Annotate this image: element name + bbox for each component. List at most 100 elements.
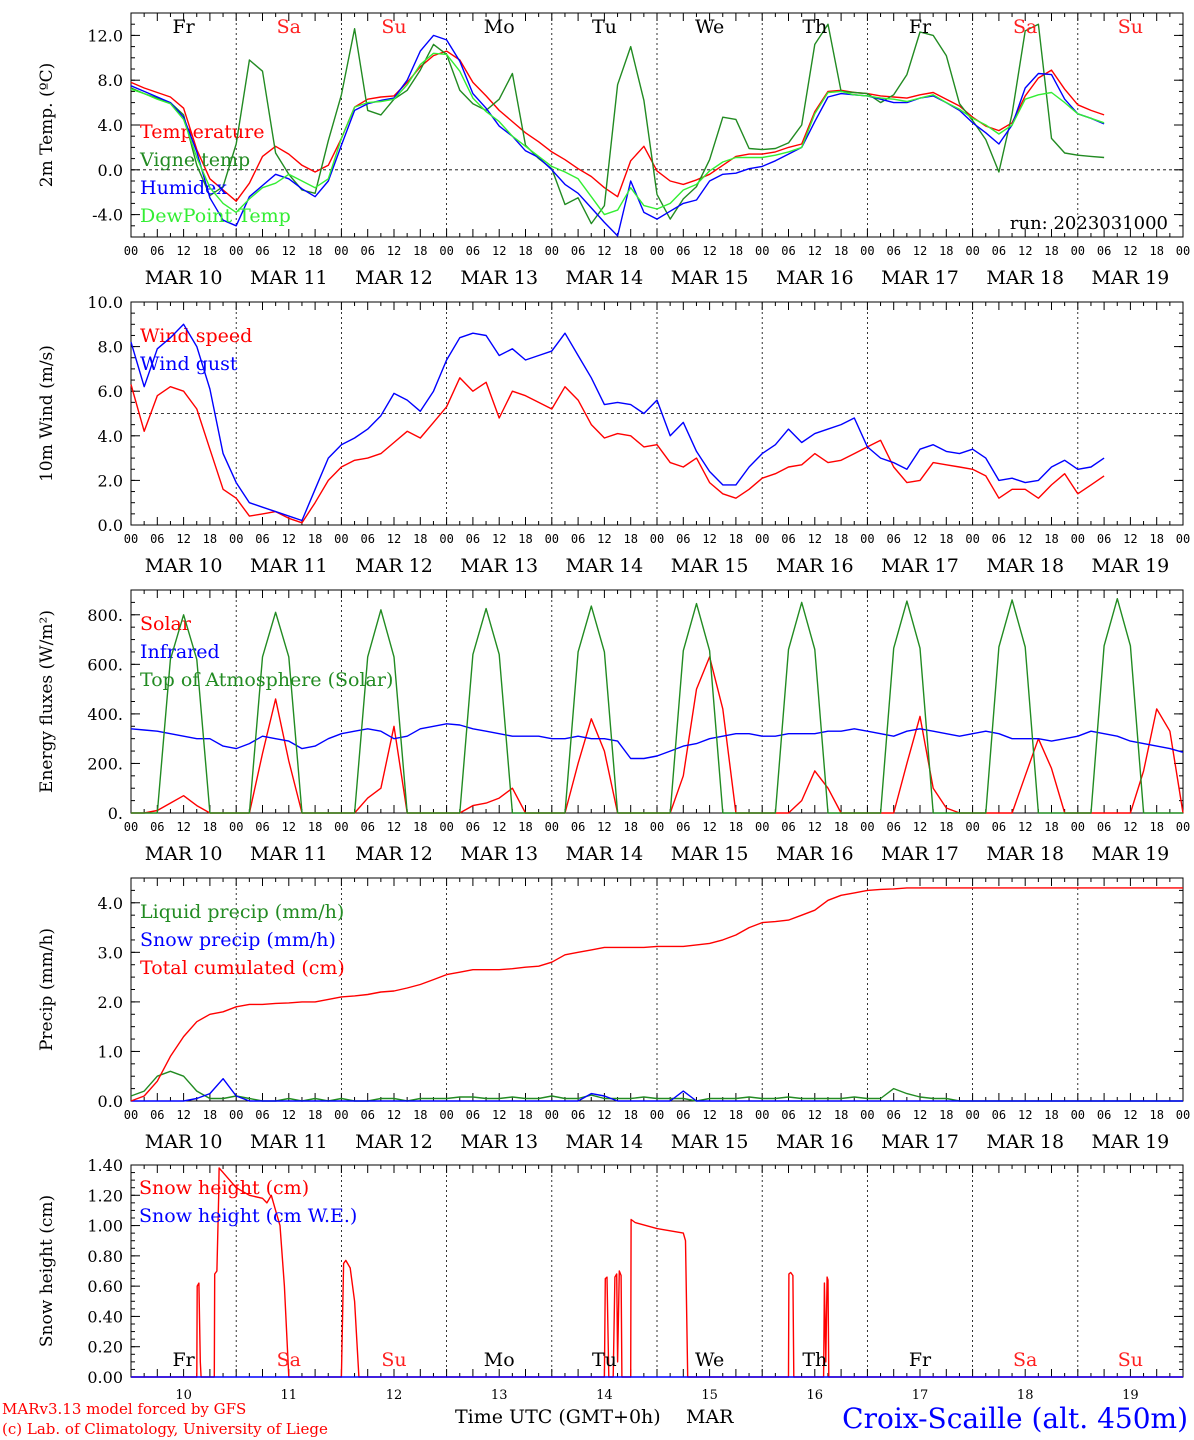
x-hour-label: 00	[124, 532, 138, 546]
x-date-label: MAR 17	[881, 555, 959, 577]
x-date-label: MAR 16	[776, 843, 854, 865]
x-hour-label: 18	[308, 820, 322, 834]
x-hour-label: 06	[255, 244, 269, 258]
x-hour-label: 00	[860, 244, 874, 258]
x-hour-label: 00	[1071, 820, 1085, 834]
lab-credit: (c) Lab. of Climatology, University of L…	[2, 1420, 328, 1438]
y-tick-label: 10.0	[87, 293, 123, 312]
x-hour-label: 06	[466, 244, 480, 258]
x-hour-label: 00	[1176, 244, 1190, 258]
x-hour-label: 12	[282, 1108, 296, 1122]
footer-day-label: 13	[491, 1388, 508, 1403]
x-hour-label: 18	[834, 244, 848, 258]
x-date-label: MAR 13	[460, 267, 538, 289]
legend-entry: Total cumulated (cm)	[140, 957, 345, 979]
weekday-label: Su	[1118, 16, 1143, 38]
x-hour-label: 12	[808, 1108, 822, 1122]
x-hour-label: 00	[124, 820, 138, 834]
x-date-label: MAR 12	[355, 1131, 433, 1153]
x-hour-label: 00	[229, 244, 243, 258]
x-hour-label: 18	[518, 532, 532, 546]
panel-2: 0.0 2.0 4.0 6.0 8.0 10.0 10m Wind (m/s) Wind sp…	[37, 293, 1190, 577]
x-hour-label: 12	[1123, 244, 1137, 258]
x-date-label: MAR 16	[776, 267, 854, 289]
x-hour-label: 12	[808, 244, 822, 258]
series-line-wind-speed	[130, 377, 1105, 524]
x-hour-label: 06	[150, 244, 164, 258]
x-date-label: MAR 13	[460, 1131, 538, 1153]
x-hour-label: 00	[439, 820, 453, 834]
y-tick-label: 0.	[108, 804, 123, 823]
x-date-label: MAR 12	[355, 843, 433, 865]
y-tick-label: 0.80	[87, 1247, 123, 1266]
x-date-label: MAR 11	[250, 843, 328, 865]
x-date-label: MAR 10	[145, 1131, 223, 1153]
x-hour-label: 06	[1097, 244, 1111, 258]
x-hour-label: 12	[282, 532, 296, 546]
weekday-label: Fr	[909, 16, 932, 38]
x-hour-label: 18	[518, 244, 532, 258]
x-hour-label: 12	[1018, 244, 1032, 258]
weekday-label: We	[695, 16, 724, 38]
y-tick-label: 8.0	[98, 71, 123, 90]
y-tick-label: 600.	[87, 655, 123, 674]
x-hour-label: 00	[1071, 532, 1085, 546]
x-hour-label: 00	[650, 244, 664, 258]
legend-entry: Snow height (cm W.E.)	[139, 1205, 357, 1227]
x-hour-label: 06	[886, 244, 900, 258]
x-date-label: MAR 17	[881, 843, 959, 865]
x-hour-label: 18	[939, 1108, 953, 1122]
x-hour-label: 00	[860, 1108, 874, 1122]
x-hour-label: 00	[545, 244, 559, 258]
x-hour-label: 12	[387, 820, 401, 834]
x-hour-label: 12	[1018, 1108, 1032, 1122]
legend-entry: Infrared	[140, 641, 220, 663]
x-hour-label: 18	[1044, 820, 1058, 834]
x-hour-label: 18	[308, 244, 322, 258]
legend-entry: Snow height (cm)	[139, 1177, 309, 1199]
x-hour-label: 06	[466, 532, 480, 546]
time-axis-title: Time UTC (GMT+0h)	[455, 1406, 661, 1428]
series-line-dewpoint-temp	[130, 52, 1105, 216]
x-hour-label: 12	[808, 820, 822, 834]
x-hour-label: 12	[1018, 820, 1032, 834]
x-hour-label: 18	[1044, 244, 1058, 258]
footer-day-label: 18	[1017, 1388, 1034, 1403]
y-tick-label: 6.0	[98, 382, 123, 401]
x-hour-label: 00	[650, 820, 664, 834]
x-hour-label: 18	[308, 532, 322, 546]
series-line-temperature	[130, 50, 1105, 202]
x-hour-label: 06	[255, 532, 269, 546]
footer-day-label: 19	[1122, 1388, 1139, 1403]
x-date-label: MAR 14	[566, 1131, 644, 1153]
y-tick-label: 0.0	[98, 161, 123, 180]
y-tick-label: 1.00	[87, 1217, 123, 1236]
y-axis-label: 10m Wind (m/s)	[37, 345, 57, 482]
x-date-label: MAR 15	[671, 555, 749, 577]
x-hour-label: 12	[387, 1108, 401, 1122]
x-hour-label: 12	[913, 244, 927, 258]
legend-entry: Temperature	[140, 121, 264, 143]
y-tick-label: 2.0	[98, 471, 123, 490]
x-hour-label: 06	[676, 820, 690, 834]
x-hour-label: 18	[1044, 1108, 1058, 1122]
x-hour-label: 18	[623, 820, 637, 834]
legend-entry: Humidex	[140, 177, 227, 199]
x-hour-label: 18	[834, 1108, 848, 1122]
x-hour-label: 18	[203, 244, 217, 258]
x-hour-label: 06	[992, 244, 1006, 258]
x-hour-label: 06	[360, 532, 374, 546]
y-tick-label: 2.0	[98, 993, 123, 1012]
panel-3: 0.200.400.600.800.Energy fluxes (W/m²) So…	[37, 589, 1190, 865]
x-hour-label: 06	[150, 1108, 164, 1122]
y-tick-label: 4.0	[98, 427, 123, 446]
x-date-label: MAR 14	[566, 843, 644, 865]
weekday-label: Sa	[1013, 1349, 1037, 1371]
panel-4: 0.0 1.0 2.0 3.0 4.0 Precip (mm/h) Liquid preci…	[37, 877, 1190, 1153]
x-hour-label: 00	[439, 532, 453, 546]
weekday-label: Fr	[172, 1349, 195, 1371]
x-hour-label: 12	[176, 244, 190, 258]
x-hour-label: 00	[755, 820, 769, 834]
legend-entry: Wind gust	[140, 353, 238, 375]
weekday-label: Sa	[277, 16, 301, 38]
